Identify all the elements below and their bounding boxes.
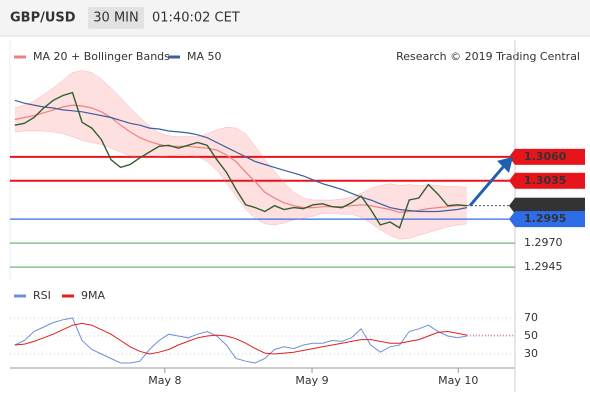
- forecast-arrow: [468, 163, 507, 207]
- legend-label: 9MA: [81, 289, 105, 302]
- level-label: 1.3035: [524, 174, 566, 187]
- level-box: [515, 172, 585, 189]
- level-label: 1.3009: [524, 199, 566, 212]
- level-label: 1.2995: [524, 212, 566, 225]
- level-label: 1.3060: [524, 150, 567, 163]
- level-pointer: [509, 211, 515, 228]
- x-tick-label: May 10: [438, 374, 478, 387]
- rsi-line: [14, 317, 467, 364]
- source: Research © 2019 Trading Central: [396, 50, 580, 63]
- x-tick-label: May 8: [148, 374, 181, 387]
- rsi-tick-label: 50: [524, 329, 538, 342]
- level-box: [515, 148, 585, 165]
- level-box: [515, 211, 585, 228]
- rsi-tick-label: 30: [524, 347, 538, 360]
- timeframe: 30 MIN: [93, 11, 138, 26]
- bollinger-lower: [14, 130, 467, 240]
- level-label: 1.2970: [524, 236, 563, 249]
- legend-label: MA 20 + Bollinger Bands: [33, 50, 170, 63]
- ma-line: [14, 99, 468, 213]
- x-tick-label: May 9: [295, 374, 328, 387]
- price-line: [14, 91, 467, 229]
- rsi-tick-label: 70: [524, 311, 538, 324]
- legend-label: RSI: [33, 289, 51, 302]
- level-label: 1.2945: [524, 260, 563, 273]
- timeframe-box: [88, 7, 144, 29]
- level-pointer: [509, 172, 515, 189]
- ma-line: [14, 104, 467, 214]
- rsi-line: [14, 322, 467, 355]
- level-pointer: [509, 197, 515, 214]
- chart-title: GBP/USD: [10, 11, 76, 26]
- time: 01:40:02 CET: [152, 11, 240, 26]
- level-box: [515, 197, 585, 214]
- legend-label: MA 50: [187, 50, 222, 63]
- level-pointer: [509, 148, 515, 165]
- bollinger-upper: [14, 70, 467, 201]
- forecast-arrowhead: [497, 156, 513, 173]
